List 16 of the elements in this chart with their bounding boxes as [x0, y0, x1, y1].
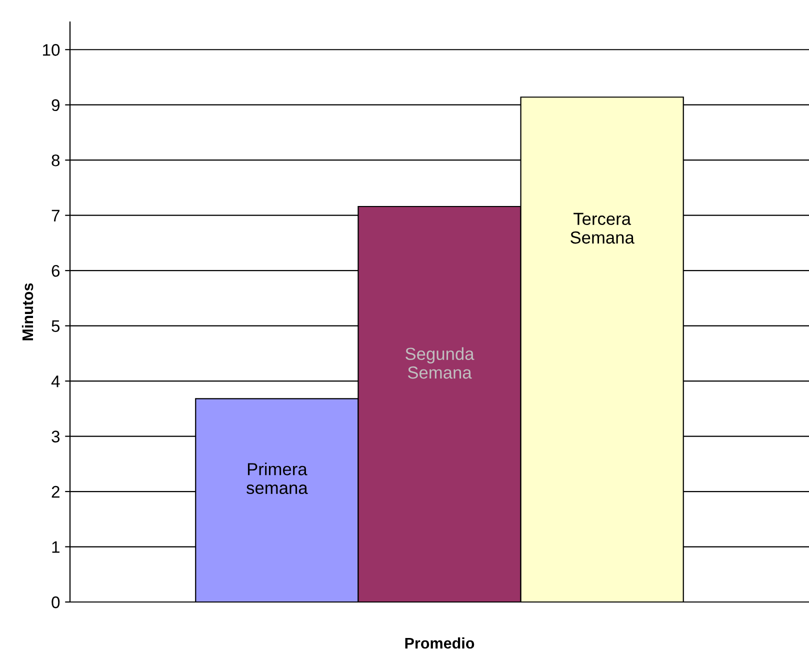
series-label: Segunda Semana	[406, 347, 474, 379]
y-tick-label: 7	[52, 210, 60, 222]
y-tick-label: 4	[51, 376, 60, 388]
y-tick-label: 8	[52, 154, 60, 166]
y-tick-label: 1	[52, 541, 60, 553]
y-axis-title: Minutos	[22, 283, 34, 340]
x-axis-title: Promedio	[405, 637, 474, 649]
y-tick-label: 6	[52, 264, 60, 277]
y-tick-label: 9	[52, 99, 60, 112]
y-tick-label: 0	[52, 596, 60, 608]
y-tick-label: 10	[43, 44, 60, 56]
y-tick-label: 3	[52, 430, 60, 442]
series-label: Tercera Semana	[570, 212, 634, 244]
y-tick-label: 2	[52, 486, 60, 498]
series-label: Primera semana	[246, 462, 308, 494]
y-tick-label: 5	[52, 320, 60, 332]
